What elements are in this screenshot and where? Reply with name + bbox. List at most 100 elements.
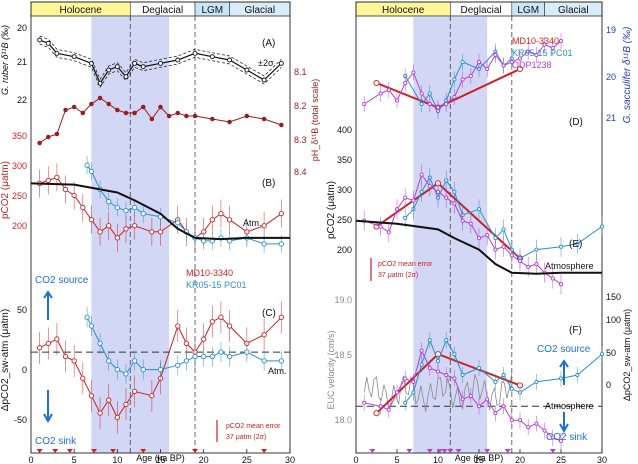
data-point-C-C0-20 [226, 323, 233, 329]
error-note-right-1: pCO2 mean error [378, 261, 433, 268]
data-point-A-A0-1 [45, 40, 51, 46]
data-point-E-E2-7 [427, 184, 432, 189]
sample-marker-left [192, 449, 199, 453]
data-point-E-E2-10 [452, 201, 457, 206]
left-xtick-label: 30 [285, 455, 295, 464]
data-point-B-B0-19 [218, 211, 224, 217]
data-point-F-F1-16 [599, 352, 605, 357]
data-point-F-F1-2 [419, 362, 424, 367]
data-point-F-F2-8 [435, 369, 441, 374]
data-point-E-E2-11 [460, 218, 465, 223]
data-point-C-C1-4 [114, 366, 120, 373]
data-point-A-A0-17 [261, 77, 267, 83]
data-point-A2-A20-14 [158, 104, 163, 110]
data-point-A2-A20-7 [97, 95, 103, 101]
right-period-label-3: Glacial [558, 5, 589, 16]
data-point-F-F2-0 [362, 400, 367, 405]
ylabel-A-right: pH_δ¹¹B (total scale) [310, 79, 320, 162]
data-point-E-E2-8 [435, 189, 441, 194]
data-point-C-C0-4 [71, 358, 77, 364]
data-point-C-C0-6 [88, 393, 95, 399]
ytick-D-right: 20 [606, 72, 616, 82]
data-point-F-F2-22 [550, 435, 555, 440]
ytick-A-right: 8.4 [294, 167, 307, 177]
data-point-C-C0-3 [62, 353, 69, 360]
ytick-E: 200 [337, 245, 352, 255]
data-point-F-F1-8 [476, 365, 482, 371]
data-point-C-C1-14 [218, 349, 224, 355]
data-point-A-A0-2 [54, 50, 60, 56]
data-point-F-F2-20 [534, 421, 539, 426]
data-point-B-B1-5 [123, 208, 129, 214]
data-point-B-B0-13 [157, 229, 164, 235]
data-point-B-B0-12 [149, 229, 155, 235]
data-point-F-F1-3 [427, 338, 432, 343]
data-point-D-D0-0 [373, 79, 380, 87]
legend-right-kr05: KR05-15 PC01 [512, 48, 573, 58]
legend-right-odp: ODP1238 [512, 60, 552, 70]
data-point-C-C0-7 [97, 410, 103, 416]
sample-marker-right [549, 449, 556, 453]
right-period-label-0: Holocene [382, 5, 425, 16]
ytick-B: 350 [12, 131, 27, 141]
data-point-E-E2-23 [558, 282, 564, 287]
atm-label-C: Atm. [268, 366, 287, 376]
data-point-E-E2-3 [394, 207, 400, 212]
atmosphere-label-E: Atmosphere [545, 261, 594, 271]
data-point-B-B1-1 [88, 168, 95, 174]
data-point-D-D2-17 [509, 59, 514, 65]
sigma-label: ±2σ [258, 58, 274, 68]
data-point-D-D2-14 [485, 66, 490, 72]
ytick-F-right: 100 [606, 315, 621, 325]
sample-marker-left [110, 449, 117, 453]
data-point-C-C0-17 [201, 336, 207, 342]
ytick-A: 20 [17, 23, 27, 33]
data-point-C-C1-0 [84, 314, 90, 320]
data-point-F-F2-3 [394, 390, 400, 395]
ytick-F: 19.0 [334, 295, 352, 305]
data-point-D-D2-19 [526, 49, 531, 54]
data-point-C-C0-18 [209, 318, 215, 325]
data-point-F-F1-13 [534, 379, 539, 384]
error-note-left-1: pCO2 mean error [226, 423, 281, 430]
data-point-C-C1-7 [140, 366, 146, 373]
data-point-C-C1-8 [157, 366, 164, 373]
data-point-F-F2-2 [386, 407, 391, 412]
right-xtick-label: 10 [433, 455, 443, 464]
data-point-F-F2-12 [468, 393, 473, 398]
data-point-C-C0-2 [54, 336, 60, 342]
data-point-D-D1-1 [419, 101, 424, 107]
data-point-D-D2-6 [419, 91, 424, 96]
data-point-A-A0-3 [71, 54, 77, 60]
sample-marker-right [504, 449, 511, 453]
panel-label-D: (D) [569, 117, 583, 128]
left-period-label-2: LGM [201, 5, 223, 16]
data-point-C-C1-6 [131, 358, 138, 364]
data-point-E-E2-4 [403, 195, 408, 200]
ytick-C: 0 [22, 365, 27, 375]
data-point-A2-A20-17 [184, 113, 189, 119]
data-point-D-D1-6 [460, 59, 465, 65]
data-point-F-F1-4 [435, 359, 441, 364]
data-point-F-F2-18 [517, 418, 523, 423]
data-point-C-C0-12 [149, 393, 155, 399]
legend-md10: MD10-3340 [186, 268, 233, 278]
data-point-F-F1-5 [444, 338, 449, 343]
sample-marker-left [66, 449, 73, 453]
data-point-B-B1-7 [140, 211, 146, 217]
left-xtick-label: 0 [28, 455, 33, 464]
data-point-A2-A20-1 [46, 134, 51, 140]
data-point-C-C0-11 [131, 388, 138, 395]
left-xtick-label: 5 [72, 455, 77, 464]
right-xtick-label: 30 [597, 455, 607, 464]
data-point-C-C0-10 [123, 401, 129, 408]
panel-label-E: (E) [569, 239, 582, 250]
data-point-F-F0-0 [373, 410, 380, 417]
source-label-right: CO2 source [537, 344, 591, 355]
right-period-label-2: LGM [517, 5, 539, 16]
data-point-F-F2-19 [526, 425, 531, 430]
data-point-A2-A20-23 [279, 122, 284, 128]
data-point-D-D2-16 [501, 63, 506, 68]
data-point-D-D2-21 [542, 42, 547, 47]
